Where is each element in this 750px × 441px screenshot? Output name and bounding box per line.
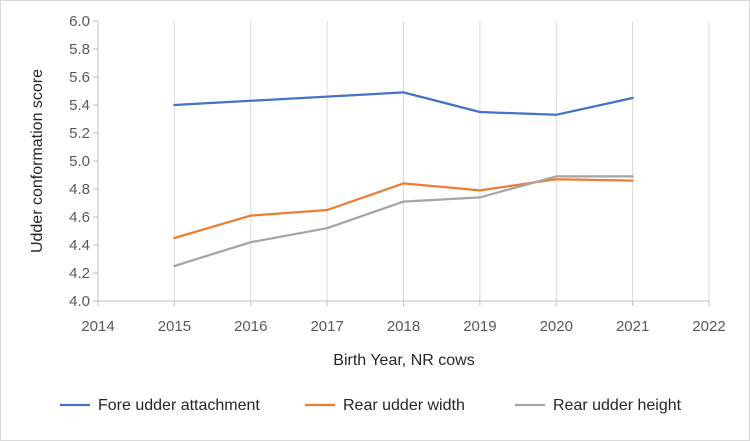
y-tick-label: 4.0 — [69, 293, 90, 310]
x-tick-label: 2022 — [692, 318, 725, 335]
x-tick-label: 2015 — [158, 318, 191, 335]
x-tick-label: 2019 — [463, 318, 496, 335]
series-line-1 — [173, 91, 634, 116]
legend-label: Rear udder width — [343, 397, 465, 414]
y-tick-label: 4.6 — [69, 209, 90, 226]
y-tick-label: 5.2 — [69, 125, 90, 142]
series-line-3 — [173, 175, 634, 268]
legend-label: Rear udder height — [553, 397, 682, 414]
y-axis-title: Udder conformation score — [29, 69, 46, 253]
x-axis-title: Birth Year, NR cows — [333, 352, 474, 369]
series-line-2 — [173, 178, 634, 240]
y-tick-label: 4.2 — [69, 265, 90, 282]
x-tick-label: 2018 — [387, 318, 420, 335]
axes — [93, 20, 710, 306]
y-tick-labels: 4.0 4.2 4.4 4.6 4.8 5.0 5.2 5.4 5.6 5.8 6.0 — [69, 13, 90, 310]
y-tick-label: 5.6 — [69, 69, 90, 86]
y-tick-label: 4.8 — [69, 181, 90, 198]
y-tick-label: 5.8 — [69, 41, 90, 58]
x-tick-label: 2014 — [81, 318, 114, 335]
y-tick-label: 5.0 — [69, 153, 90, 170]
y-tick-label: 5.4 — [69, 97, 90, 114]
y-tick-label: 6.0 — [69, 13, 90, 30]
legend-label: Fore udder attachment — [98, 397, 260, 414]
x-tick-label: 2020 — [540, 318, 573, 335]
x-tick-labels: 2014 2015 2016 2017 2018 2019 2020 2021 2022 — [81, 318, 725, 335]
y-tick-label: 4.4 — [69, 237, 90, 254]
x-tick-label: 2021 — [616, 318, 649, 335]
legend: Fore udder attachment Rear udder width Rea… — [60, 397, 682, 414]
x-tick-label: 2016 — [234, 318, 267, 335]
gridlines — [173, 21, 710, 301]
x-tick-label: 2017 — [310, 318, 343, 335]
series-lines — [173, 91, 634, 268]
